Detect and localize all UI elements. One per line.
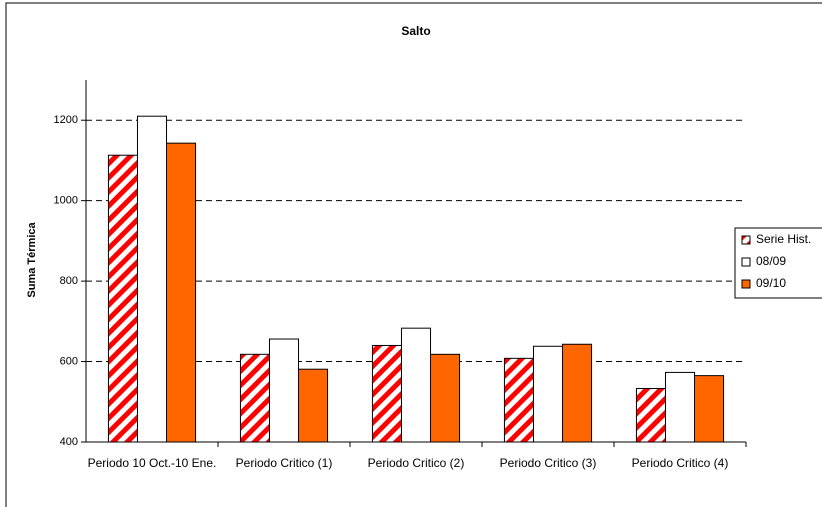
bar (371, 344, 402, 443)
bar (298, 368, 329, 443)
legend-label: Serie Hist. (756, 232, 811, 246)
legend-label: 08/09 (756, 254, 786, 268)
bar (532, 345, 564, 443)
y-axis-label: Suma Térmica (26, 222, 38, 298)
bar (430, 353, 461, 443)
x-tick-label: Periodo 10 Oct.-10 Ene. (87, 456, 217, 470)
bar (694, 375, 725, 443)
x-tick-label: Periodo Critico (3) (499, 456, 597, 470)
bar (166, 142, 197, 443)
legend-swatch (741, 279, 751, 289)
legend-label: 09/10 (756, 276, 786, 290)
x-tick-label: Periodo Critico (1) (235, 456, 333, 470)
legend-swatch (741, 257, 751, 267)
bar (635, 388, 666, 443)
y-tick-label: 600 (60, 355, 78, 367)
bar (664, 371, 696, 443)
y-tick-label: 800 (60, 275, 78, 287)
bar (268, 338, 300, 443)
legend-swatch (741, 235, 751, 245)
x-tick-label: Periodo Critico (4) (631, 456, 729, 470)
x-tick-label: Periodo Critico (2) (367, 456, 465, 470)
bar (107, 154, 138, 443)
bar (136, 115, 168, 443)
y-tick-label: 1200 (54, 114, 78, 126)
bar (562, 343, 593, 443)
bar (400, 327, 432, 443)
chart-title: Salto (401, 24, 430, 38)
y-tick-label: 400 (60, 436, 78, 448)
bar (503, 357, 534, 443)
bar (239, 353, 270, 443)
y-tick-label: 1000 (54, 195, 78, 207)
